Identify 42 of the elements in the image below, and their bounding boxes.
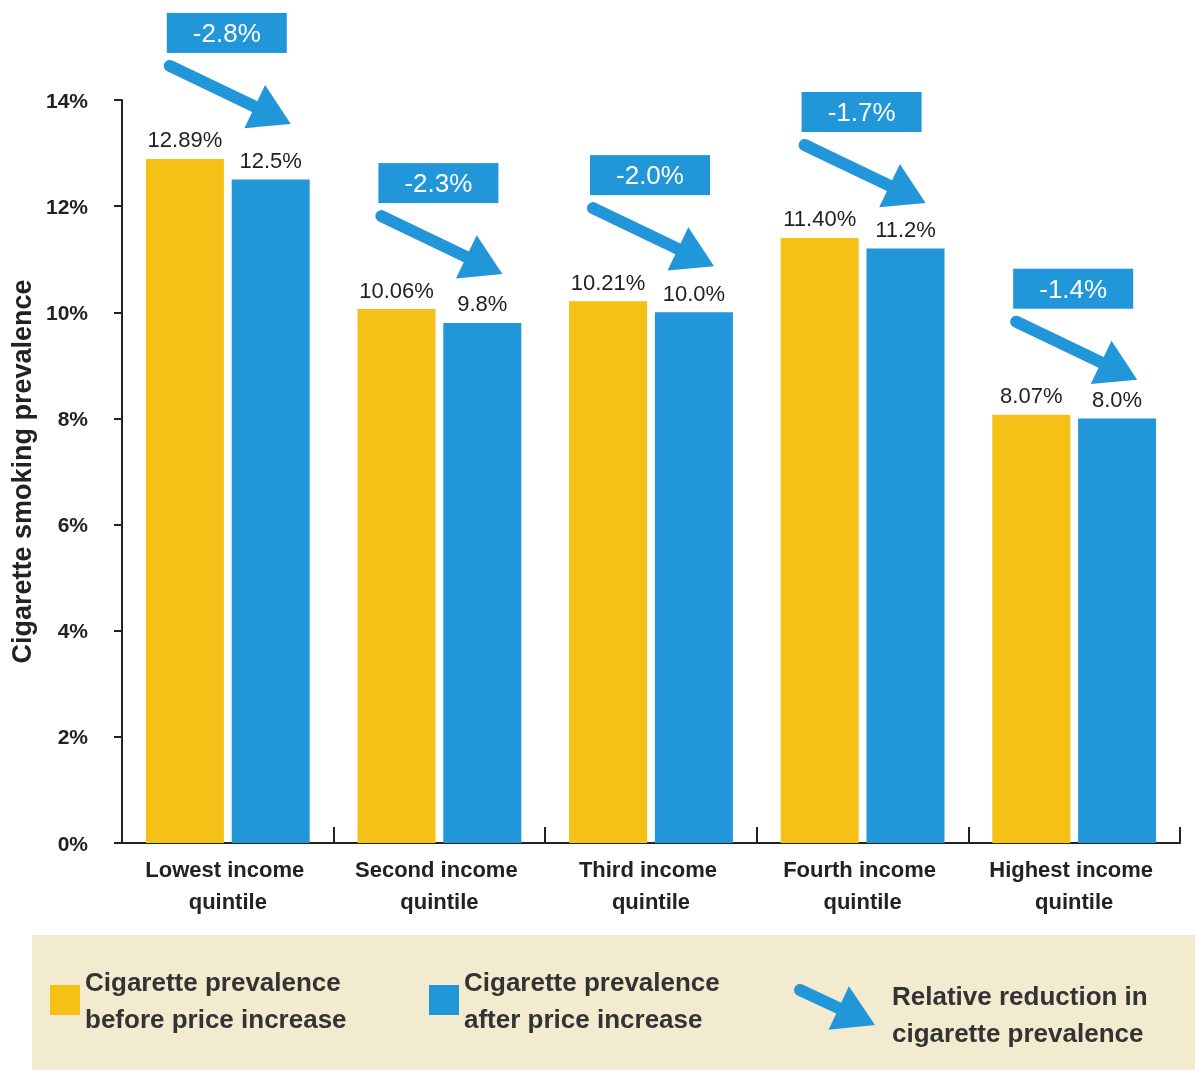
data-label: 12.89% (147, 127, 223, 153)
text: Relative reduction in cigarette prevalence (892, 980, 1155, 1048)
data-label: 10.06% (359, 277, 434, 303)
bar (231, 179, 310, 843)
data-label: 10.21% (570, 269, 646, 295)
bar (780, 237, 859, 843)
y-tick-label: 8% (57, 406, 89, 430)
text: -2.8% (192, 17, 261, 48)
y-tick-label: 10% (45, 300, 89, 324)
data-label: 10.0% (662, 280, 726, 306)
bar (357, 309, 436, 843)
y-tick-label: 12% (45, 194, 89, 218)
data-label: 12.5% (239, 148, 302, 174)
bar (1078, 418, 1157, 843)
y-tick-label: 0% (57, 831, 89, 855)
y-tick-label: 2% (57, 725, 89, 749)
y-tick-label: 6% (57, 513, 89, 537)
x-tick-label: Lowest income quintile (145, 856, 311, 914)
annotation: -1.4% (1039, 273, 1108, 304)
x-tick-label: Fourth income quintile (783, 856, 943, 914)
annotation: -2.3% (404, 168, 473, 199)
data-label: 11.40% (783, 206, 857, 232)
data-label: 9.8% (457, 291, 508, 317)
x-tick-label: Highest income quintile (989, 856, 1160, 914)
x-tick-label: Second income quintile (355, 856, 524, 914)
bar (443, 322, 522, 843)
data-label: 8.0% (1092, 386, 1143, 412)
annotation: -1.7% (827, 96, 896, 127)
x-tick-label: Third income quintile (578, 856, 724, 914)
bar (654, 312, 733, 843)
legend-label: Cigarette prevalence before price increase (85, 966, 349, 1034)
bar (569, 301, 648, 843)
y-axis-title: Cigarette smoking prevalence (6, 279, 37, 664)
bar (145, 158, 224, 843)
data-label: 8.07% (1000, 383, 1063, 409)
bar (992, 414, 1071, 843)
bar (866, 248, 945, 843)
data-label: 11.2% (875, 217, 936, 243)
y-tick-label: 14% (45, 88, 89, 112)
annotation: -2.0% (616, 160, 684, 191)
legend-label: Cigarette prevalence after price increase (464, 966, 728, 1034)
y-tick-label: 4% (57, 619, 89, 643)
